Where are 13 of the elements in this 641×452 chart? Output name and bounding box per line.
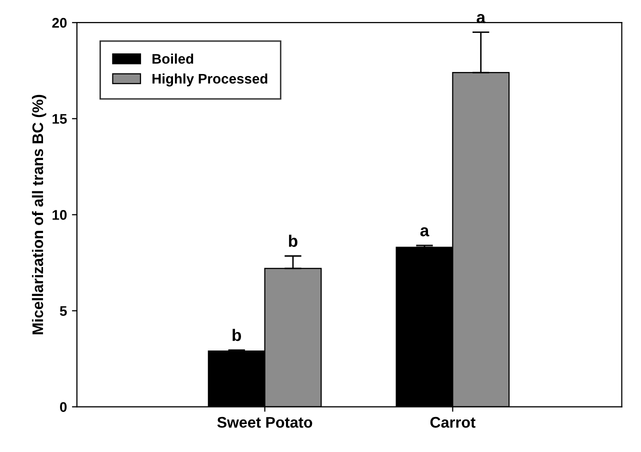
y-tick-label: 5	[60, 306, 67, 316]
data-label: a	[420, 227, 430, 236]
x-tick-label: Sweet Potato	[217, 416, 312, 428]
legend-label: Highly Processed	[152, 73, 268, 86]
y-axis-title: Micellarization of all trans BC (%)	[32, 94, 46, 334]
y-tick-label: 0	[60, 402, 67, 412]
legend-label: Boiled	[152, 54, 194, 64]
y-tick-label: 15	[52, 114, 67, 124]
y-tick-label: 10	[52, 210, 67, 220]
data-label: b	[232, 328, 242, 342]
y-tick-label: 20	[52, 18, 67, 28]
x-tick-label: Carrot	[430, 416, 476, 428]
data-label: b	[288, 234, 298, 247]
